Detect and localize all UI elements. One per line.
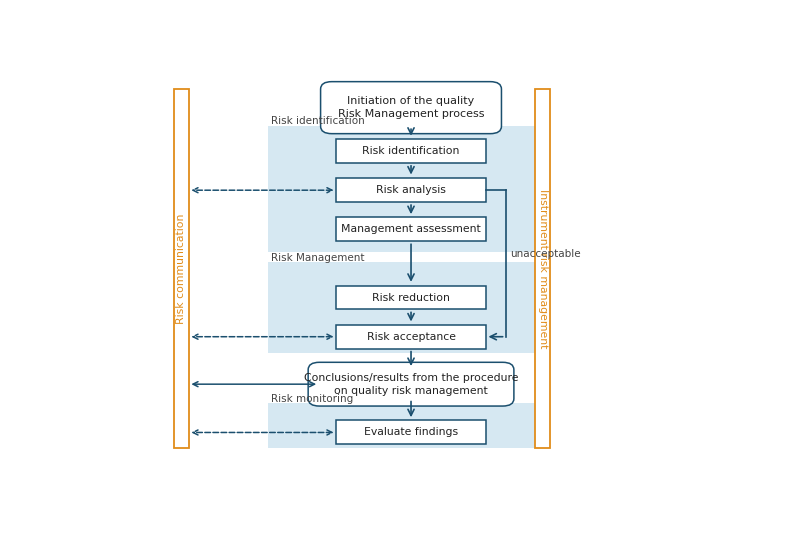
FancyBboxPatch shape bbox=[337, 139, 486, 163]
Text: unacceptable: unacceptable bbox=[511, 249, 581, 259]
FancyBboxPatch shape bbox=[173, 89, 188, 448]
FancyBboxPatch shape bbox=[337, 325, 486, 349]
FancyBboxPatch shape bbox=[268, 263, 538, 353]
FancyBboxPatch shape bbox=[337, 218, 486, 241]
Text: Risk acceptance: Risk acceptance bbox=[367, 332, 456, 342]
Text: Conclusions/results from the procedure
on quality risk management: Conclusions/results from the procedure o… bbox=[304, 373, 518, 396]
FancyBboxPatch shape bbox=[337, 421, 486, 444]
FancyBboxPatch shape bbox=[268, 403, 538, 448]
Text: Instrument risk management: Instrument risk management bbox=[538, 189, 548, 348]
Text: Risk Management: Risk Management bbox=[271, 253, 365, 263]
Text: Initiation of the quality
Risk Management process: Initiation of the quality Risk Managemen… bbox=[338, 96, 484, 119]
FancyBboxPatch shape bbox=[337, 178, 486, 202]
Text: Management assessment: Management assessment bbox=[341, 225, 481, 234]
Text: Risk identification: Risk identification bbox=[363, 146, 460, 156]
Text: Risk reduction: Risk reduction bbox=[372, 293, 450, 302]
FancyBboxPatch shape bbox=[308, 362, 514, 406]
Text: Risk monitoring: Risk monitoring bbox=[271, 393, 354, 404]
Text: Risk identification: Risk identification bbox=[271, 116, 365, 126]
FancyBboxPatch shape bbox=[337, 286, 486, 309]
FancyBboxPatch shape bbox=[536, 89, 550, 448]
FancyBboxPatch shape bbox=[321, 81, 501, 133]
Text: Risk communication: Risk communication bbox=[176, 213, 186, 324]
Text: Risk analysis: Risk analysis bbox=[376, 185, 446, 195]
FancyBboxPatch shape bbox=[268, 126, 538, 252]
Text: Evaluate findings: Evaluate findings bbox=[364, 428, 458, 437]
